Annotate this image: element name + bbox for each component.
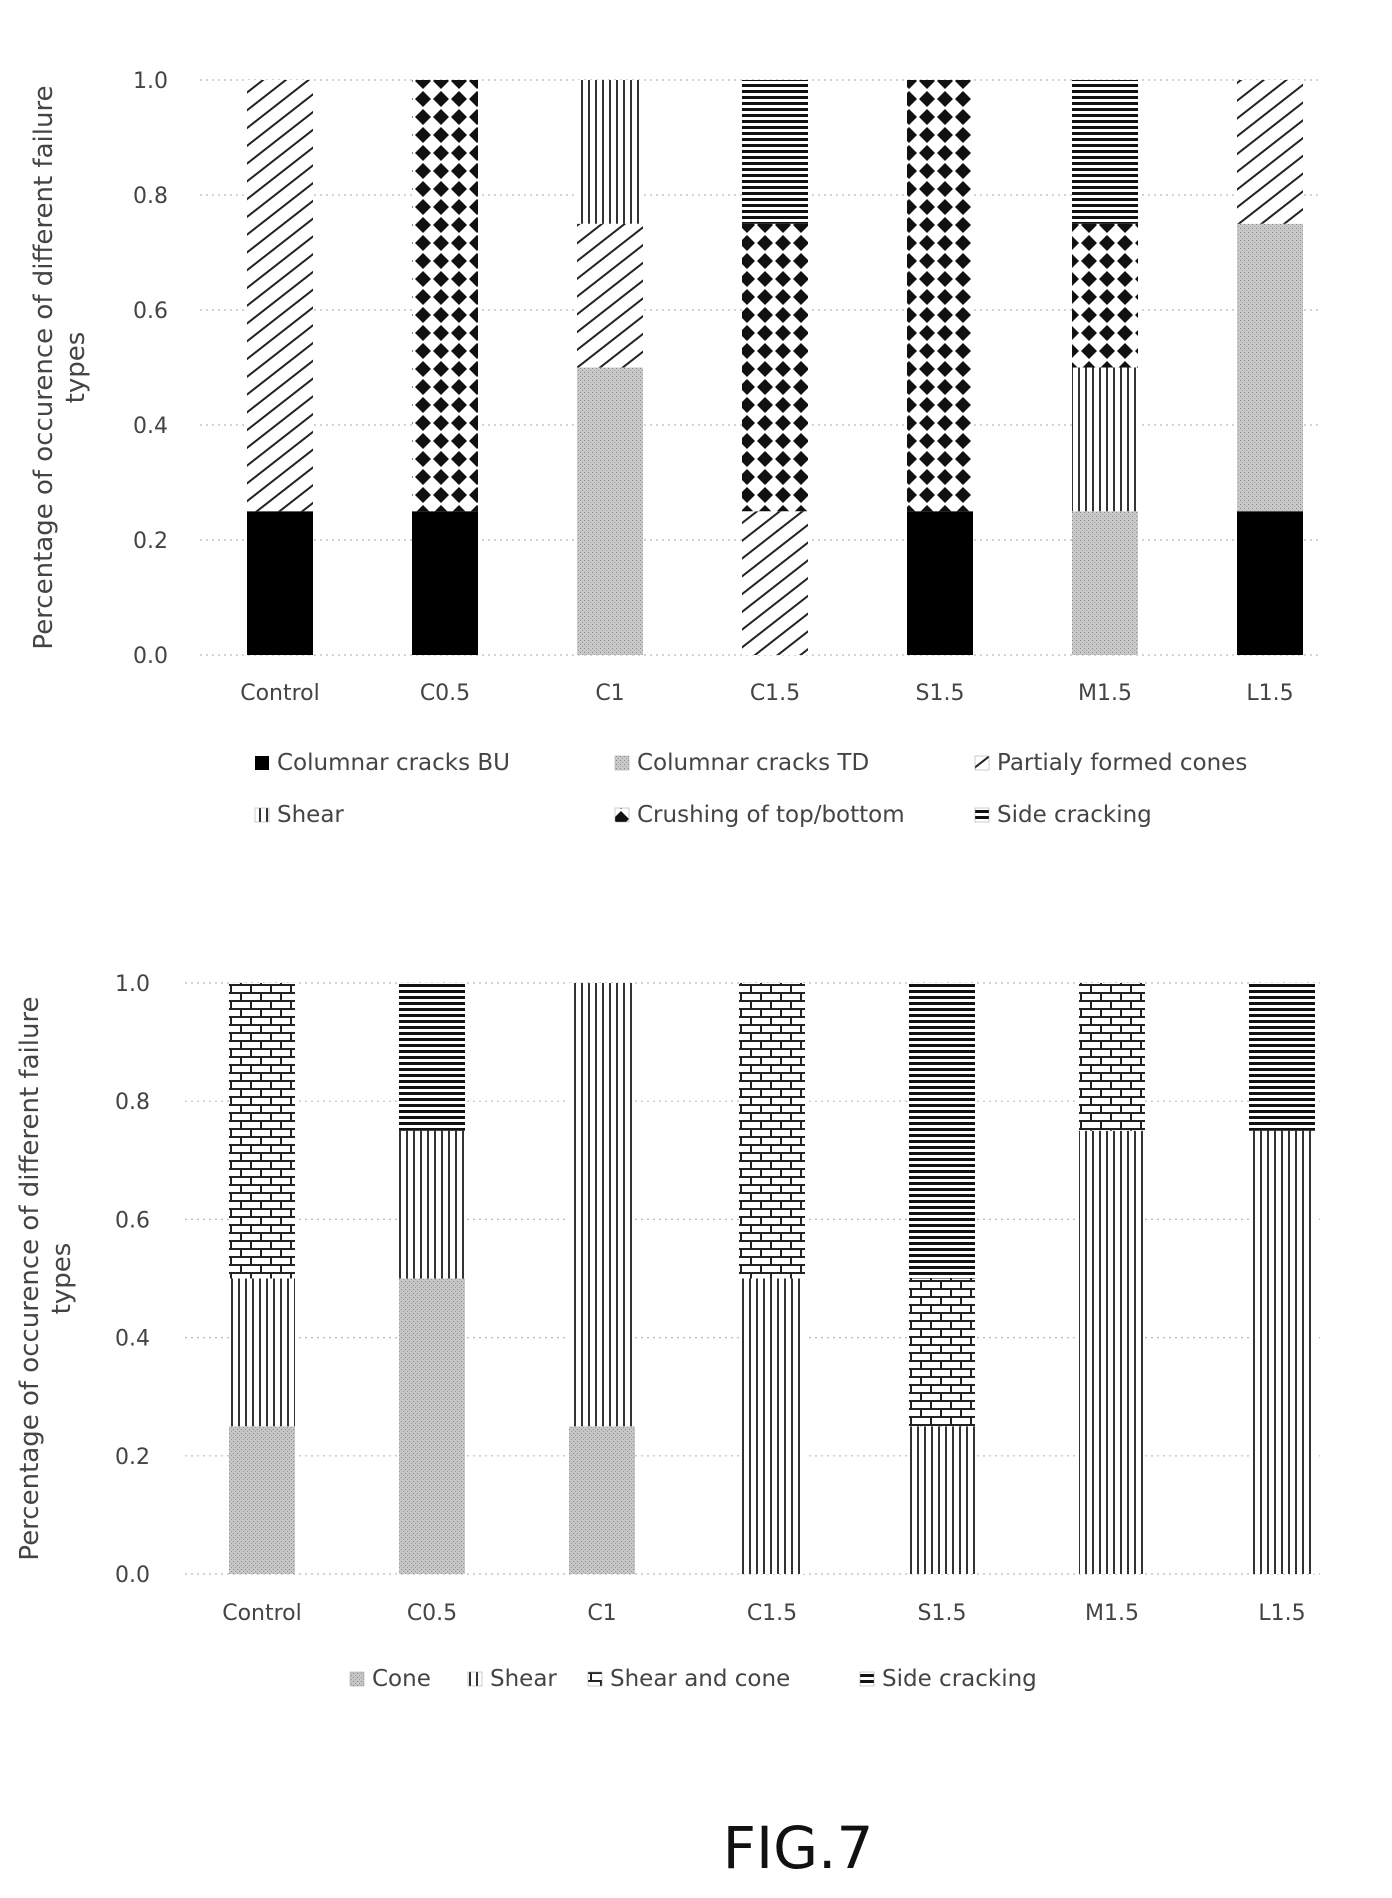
y-tick-label: 0.6 [115, 1208, 150, 1233]
bar-segment-partial [247, 80, 313, 512]
x-tick-label: M1.5 [1078, 681, 1132, 706]
legend-label-crush: Crushing of top/bottom [637, 802, 905, 828]
y-tick-label: 0.0 [115, 1563, 150, 1588]
y-tick-label: 1.0 [133, 69, 168, 94]
x-tick-label: C1 [587, 1601, 616, 1626]
legend-label-shear: Shear [490, 1666, 557, 1692]
x-tick-label: S1.5 [916, 681, 965, 706]
legend-label-side: Side cracking [882, 1666, 1037, 1692]
y-tick-label: 1.0 [115, 972, 150, 997]
legend-label-shear_cone: Shear and cone [610, 1666, 790, 1692]
y-tick-label: 0.2 [115, 1445, 150, 1470]
bar-segment-cone [229, 1426, 295, 1574]
dotted-square-icon [349, 1671, 365, 1687]
bar-segment-crush [907, 80, 973, 512]
bar-segment-partial [577, 223, 643, 368]
x-tick-label: Control [222, 1601, 302, 1626]
x-tick-label: C1.5 [750, 681, 800, 706]
legend-label-td: Columnar cracks TD [637, 750, 869, 776]
bar-segment-shear [1079, 1130, 1145, 1574]
bar-segment-bu [1237, 511, 1303, 655]
vertical-lines-icon [467, 1671, 483, 1687]
bar-segment-shear [1072, 367, 1138, 512]
bar-segment-side [1072, 80, 1138, 224]
dotted-square-icon [614, 755, 630, 771]
bar-segment-side [1249, 983, 1315, 1131]
bar-segment-side [909, 983, 975, 1279]
filled-square-icon [255, 756, 269, 770]
bar-segment-shear_cone [229, 983, 295, 1279]
y-tick-label: 0.6 [133, 299, 168, 324]
bar-segment-side [399, 983, 465, 1131]
x-tick-label: C1.5 [747, 1601, 797, 1626]
bar-segment-shear [739, 1278, 805, 1574]
horizontal-lines-icon [974, 807, 990, 823]
vertical-lines-icon [254, 807, 270, 823]
y-tick-label: 0.4 [115, 1327, 150, 1352]
bar-segment-bu [907, 511, 973, 655]
diagonal-hatch-icon [974, 755, 990, 771]
bar-segment-shear [569, 983, 635, 1427]
bar-segment-td [577, 367, 643, 655]
bar-segment-cone [399, 1278, 465, 1574]
chart-bottom: 0.0 0.2 0.4 0.6 0.8 1.0 Percentage of occurenc… [15, 972, 1320, 1692]
x-tick-label: C1 [595, 681, 624, 706]
chart-top: 0.0 0.2 0.4 0.6 0.8 1.0 Percentage of occurenc… [29, 69, 1320, 828]
legend-label-bu: Columnar cracks BU [277, 750, 510, 776]
bar-segment-crush [742, 223, 808, 512]
bar-segment-shear [1249, 1130, 1315, 1574]
x-tick-label: L1.5 [1258, 1601, 1305, 1626]
y-tick-label: 0.4 [133, 414, 168, 439]
x-tick-label: C0.5 [407, 1601, 457, 1626]
x-tick-label: M1.5 [1085, 1601, 1139, 1626]
y-tick-label: 0.8 [115, 1090, 150, 1115]
x-tick-label: L1.5 [1246, 681, 1293, 706]
y-axis-label: Percentage of occurence of different fai… [29, 85, 91, 649]
bar-segment-td [1237, 223, 1303, 512]
y-tick-label: 0.2 [133, 529, 168, 554]
bar-segment-shear_cone [909, 1278, 975, 1427]
figure-label: FIG.7 [723, 1814, 874, 1882]
x-tick-label: Control [240, 681, 320, 706]
horizontal-lines-icon [859, 1671, 875, 1687]
y-tick-label: 0.8 [133, 184, 168, 209]
bar-segment-shear_cone [1079, 983, 1145, 1131]
bar-segment-shear_cone [739, 983, 805, 1279]
diamond-icon [614, 807, 630, 823]
bar-segment-partial [742, 511, 808, 655]
y-tick-label: 0.0 [133, 644, 168, 669]
bar-segment-shear [909, 1426, 975, 1574]
legend-label-shear: Shear [277, 802, 344, 828]
bar-segment-td [1072, 511, 1138, 655]
legend-label-partial: Partialy formed cones [997, 750, 1247, 776]
bar-segment-shear [229, 1278, 295, 1427]
bar-segment-crush [412, 80, 478, 512]
x-tick-label: C0.5 [420, 681, 470, 706]
brick-icon [587, 1671, 603, 1687]
bar-segment-partial [1237, 80, 1303, 224]
bar-segment-crush [1072, 223, 1138, 368]
bar-segment-bu [412, 511, 478, 655]
bar-segment-shear [399, 1130, 465, 1279]
bar-segment-side [742, 80, 808, 224]
legend-label-cone: Cone [372, 1666, 431, 1692]
bar-segment-bu [247, 511, 313, 655]
x-tick-label: S1.5 [918, 1601, 967, 1626]
y-axis-label: Percentage of occurence of different fai… [15, 996, 77, 1560]
legend-label-side: Side cracking [997, 802, 1152, 828]
bar-segment-cone [569, 1426, 635, 1574]
bar-segment-shear [577, 80, 643, 224]
